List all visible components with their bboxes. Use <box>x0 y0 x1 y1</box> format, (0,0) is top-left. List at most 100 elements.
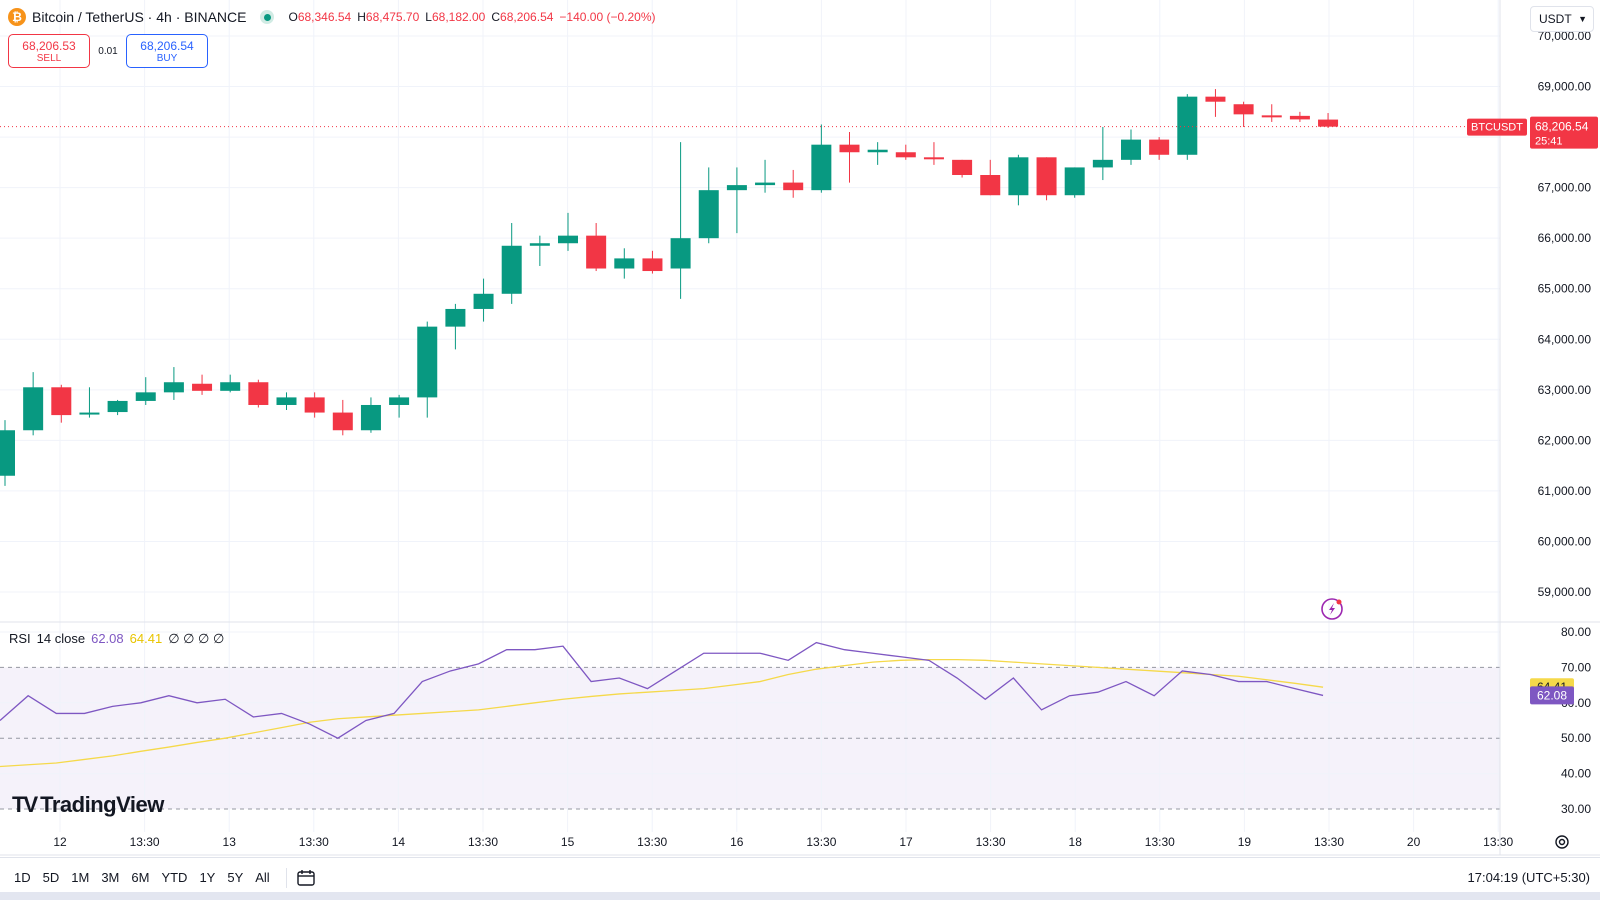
period-1m[interactable]: 1M <box>71 870 90 885</box>
rsi-tick-label: 30.00 <box>1561 802 1591 816</box>
currency-select[interactable]: USDT ▼ <box>1530 6 1594 32</box>
symbol-title[interactable]: Bitcoin / TetherUS · 4h · BINANCE <box>32 9 247 25</box>
candle-body <box>642 258 663 272</box>
candle-body <box>558 235 578 244</box>
candle-body <box>1064 167 1085 196</box>
time-tick-label: 13:30 <box>1145 835 1175 849</box>
time-tick-label: 13 <box>223 835 237 849</box>
price-tick-label: 62,000.00 <box>1538 433 1592 447</box>
rsi-value: 62.08 <box>91 631 124 646</box>
price-tick-label: 70,000.00 <box>1538 29 1592 43</box>
period-5y[interactable]: 5Y <box>227 870 244 885</box>
period-3m[interactable]: 3M <box>101 870 120 885</box>
time-tick-label: 13:30 <box>806 835 836 849</box>
candle <box>726 167 747 234</box>
candle-body <box>1008 157 1029 196</box>
rsi-series <box>0 641 1324 768</box>
candle-body <box>839 144 860 153</box>
horizontal-gridlines <box>0 35 1500 810</box>
candle-body <box>304 397 325 413</box>
candle-body <box>79 412 100 415</box>
candle <box>895 144 916 160</box>
candle <box>952 159 973 178</box>
candle-body <box>192 383 213 391</box>
vertical-gridlines <box>59 0 1499 832</box>
period-all[interactable]: All <box>255 870 270 885</box>
time-tick-label: 19 <box>1238 835 1252 849</box>
time-tick-label: 18 <box>1069 835 1083 849</box>
candle <box>698 167 719 244</box>
candle-body <box>276 397 297 405</box>
period-ytd[interactable]: YTD <box>161 870 188 885</box>
candle-body <box>417 326 438 398</box>
symbol-legend: ₿ Bitcoin / TetherUS · 4h · BINANCE O68,… <box>8 6 662 28</box>
candle <box>248 379 269 408</box>
candle <box>473 278 494 322</box>
candle-body <box>1205 96 1226 102</box>
candle-body <box>811 144 832 191</box>
time-tick-label: 13:30 <box>976 835 1006 849</box>
candle <box>304 392 325 418</box>
time-tick-label: 13:30 <box>1314 835 1344 849</box>
candle <box>586 223 607 272</box>
candle-body <box>755 182 776 186</box>
candle-body <box>1177 96 1198 155</box>
price-tick-label: 59,000.00 <box>1538 585 1592 599</box>
candle <box>558 212 578 251</box>
clock-timezone[interactable]: 17:04:19 (UTC+5:30) <box>1467 870 1590 885</box>
chart-canvas[interactable]: 70,000.0069,000.0068,000.0067,000.0066,0… <box>0 0 1600 857</box>
period-1y[interactable]: 1Y <box>199 870 216 885</box>
lightning-icon-ring <box>1321 598 1343 620</box>
rsi-legend: RSI 14 close 62.08 64.41 ∅ ∅ ∅ ∅ <box>9 631 224 647</box>
tradingview-logo[interactable]: TV TradingView <box>12 792 164 817</box>
time-tick-label: 17 <box>899 835 913 849</box>
candle <box>923 142 944 165</box>
calendar-icon[interactable] <box>295 867 317 889</box>
buy-button[interactable]: 68,206.54 BUY <box>126 34 208 68</box>
candle <box>389 394 410 418</box>
candle-body <box>248 382 269 405</box>
candle <box>1092 126 1113 181</box>
candle <box>51 384 72 423</box>
candle-body <box>473 293 494 309</box>
candle-body <box>952 159 973 175</box>
sell-button[interactable]: 68,206.53 SELL <box>8 34 90 68</box>
time-tick-label: 13:30 <box>1483 835 1513 849</box>
candle <box>1064 167 1085 198</box>
candle-body <box>698 190 719 239</box>
rsi-label[interactable]: RSI <box>9 631 31 646</box>
candle <box>163 367 184 400</box>
candle-body <box>670 238 691 269</box>
time-tick-label: 20 <box>1407 835 1421 849</box>
candle <box>811 124 832 193</box>
symbol-tag-bg <box>1467 118 1527 136</box>
ohlc-change: −140.00 (−0.20%) <box>559 10 656 24</box>
ohlc-low: L68,182.00 <box>425 10 486 24</box>
candle-body <box>726 185 747 191</box>
period-5d[interactable]: 5D <box>42 870 60 885</box>
lightning-icon <box>1321 598 1343 620</box>
candle <box>1177 94 1198 160</box>
ohlc-open: O68,346.54 <box>288 10 352 24</box>
candle-body <box>529 243 550 246</box>
rsi-value-tag-bg <box>1530 686 1574 705</box>
price-markers: BTCUSDT 68,206.54 25:41 64.41 62.08 <box>0 116 1598 705</box>
candle <box>445 303 466 350</box>
last-price-label-bg <box>1530 116 1598 149</box>
candlestick-series <box>0 89 1339 486</box>
candle <box>839 132 860 183</box>
candle-body <box>1289 115 1310 120</box>
candle-body <box>360 404 381 431</box>
price-tick-label: 69,000.00 <box>1538 80 1592 94</box>
bitcoin-icon[interactable]: ₿ <box>8 8 26 26</box>
rsi-ma-line <box>0 658 1324 768</box>
period-selector: 1D 5D 1M 3M 6M YTD 1Y 5Y All <box>8 866 317 889</box>
candle-body <box>1092 159 1113 168</box>
period-6m[interactable]: 6M <box>131 870 150 885</box>
market-status-icon[interactable] <box>260 10 275 24</box>
toolbar-divider <box>285 867 287 888</box>
countdown-label: 25:41 <box>1535 136 1563 148</box>
period-1d[interactable]: 1D <box>14 870 31 885</box>
price-tick-label: 60,000.00 <box>1538 534 1592 548</box>
